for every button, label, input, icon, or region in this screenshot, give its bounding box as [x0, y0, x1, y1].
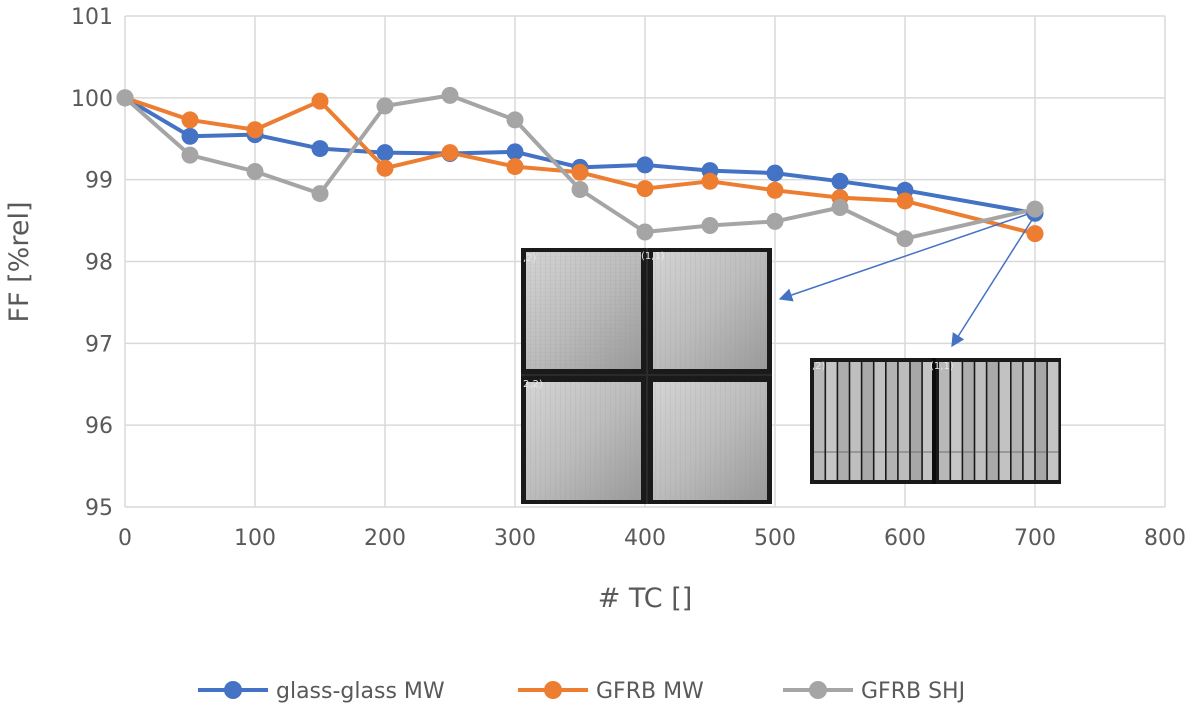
series-1-point	[506, 143, 524, 161]
series-2-point	[896, 192, 914, 210]
inset-1-label-right: (1,1)	[641, 251, 665, 262]
el-image-module-400: ,2) (1,1) 2,2)	[521, 248, 772, 504]
x-tick-label: 100	[234, 526, 276, 551]
legend-marker-1	[224, 681, 242, 699]
series-2-point	[571, 163, 589, 181]
y-tick-label: 101	[71, 5, 113, 30]
legend: glass-glass MW GFRB MW GFRB SHJ	[198, 679, 965, 704]
y-tick-label: 99	[85, 169, 113, 194]
series-line-3	[123, 93, 1036, 241]
x-tick-label: 200	[364, 526, 406, 551]
tick-labels: 0 100 200 300 400 500 600 700 800 95 96 97 98 99 100 10…	[71, 5, 1186, 551]
inset-2-cell-strip	[814, 362, 825, 480]
series-line-2	[124, 95, 1036, 236]
x-tick-label: 300	[494, 526, 536, 551]
y-tick-label: 97	[85, 332, 113, 357]
inset-1-label-left: ,2)	[523, 253, 537, 264]
series-2-point	[441, 144, 459, 162]
legend-label-2: GFRB MW	[596, 679, 704, 704]
series-3-point	[506, 111, 524, 129]
legend-label-3: GFRB SHJ	[861, 679, 965, 704]
series-3-point	[701, 216, 719, 234]
series-1-point	[831, 172, 849, 190]
y-tick-label: 100	[71, 87, 113, 112]
series-2-point	[506, 158, 524, 176]
series-3-point	[831, 198, 849, 216]
arrow-to-inset-2	[951, 211, 1038, 348]
inset-2-cell-strip	[963, 362, 974, 480]
y-tick-label: 96	[85, 414, 113, 439]
series-2-point	[766, 181, 784, 199]
series-3-point	[181, 146, 199, 164]
series-1-point	[636, 156, 654, 174]
series-1-point	[311, 140, 329, 158]
series-2-point	[701, 172, 719, 190]
series-3-point	[896, 230, 914, 248]
series-line-1	[123, 96, 1036, 216]
legend-marker-3	[809, 681, 827, 699]
series-3-point	[441, 86, 459, 104]
series-2-point	[246, 121, 264, 139]
y-axis-title: FF [%rel]	[4, 202, 35, 323]
y-tick-label: 95	[85, 496, 113, 521]
x-tick-label: 600	[884, 526, 926, 551]
inset-2-cell-strip	[1011, 362, 1023, 480]
inset-2-cell-strip	[951, 362, 962, 480]
series-3-point	[571, 180, 589, 198]
inset-2-cell-strip	[850, 362, 861, 480]
inset-2-cell-strip	[922, 362, 934, 480]
inset-2-cell-strip	[999, 362, 1010, 480]
inset-2-cell-strip	[1035, 362, 1047, 480]
legend-label-1: glass-glass MW	[276, 679, 445, 704]
inset-2-cell-strip	[838, 362, 849, 480]
arrow-to-inset-1	[778, 210, 1038, 302]
x-tick-label: 400	[624, 526, 666, 551]
x-axis-title: # TC []	[598, 583, 693, 614]
series-3-point	[311, 185, 329, 203]
inset-2-cell-strip	[987, 362, 998, 480]
series-1-point	[766, 164, 784, 182]
inset-2-cell-strip	[862, 362, 873, 480]
inset-2-cell-strip	[874, 362, 885, 480]
x-tick-label: 0	[118, 526, 132, 551]
series-2-point	[1026, 225, 1044, 243]
series-2-point	[636, 180, 654, 198]
inset-2-cell-strip	[898, 362, 910, 480]
series-1-point	[181, 127, 199, 145]
legend-marker-2	[544, 681, 562, 699]
inset-2-cell-strip	[1023, 362, 1035, 480]
inset-2-cell-strip	[826, 362, 837, 480]
series-1-point	[376, 144, 394, 162]
series-3-point	[636, 223, 654, 241]
inset-2-cell-strip	[910, 362, 922, 480]
x-tick-label: 800	[1144, 526, 1186, 551]
series-markers	[116, 86, 1044, 248]
x-tick-label: 700	[1014, 526, 1056, 551]
inset-2-cell-strip	[886, 362, 898, 480]
series-3-point	[246, 162, 264, 180]
y-tick-label: 98	[85, 251, 113, 276]
series-2-point	[376, 159, 394, 177]
inset-2-cell-strip	[939, 362, 950, 480]
inset-2-cell-strip	[1047, 362, 1059, 480]
series-3-point	[766, 212, 784, 230]
series-lines	[123, 93, 1036, 241]
inset-2-cell-strip	[975, 362, 986, 480]
series-3-point	[1026, 200, 1044, 218]
series-3-point	[376, 97, 394, 115]
inset-2-label-right: (1,1)	[930, 361, 954, 372]
series-2-point	[181, 111, 199, 129]
inset-2-label-left: ,2)	[812, 361, 826, 372]
series-3-point	[116, 89, 134, 107]
inset-1-label-bottom: 2,2)	[523, 379, 543, 390]
el-image-module-700: ,2) (1,1)	[810, 358, 1061, 484]
series-2-point	[311, 92, 329, 110]
x-tick-label: 500	[754, 526, 796, 551]
